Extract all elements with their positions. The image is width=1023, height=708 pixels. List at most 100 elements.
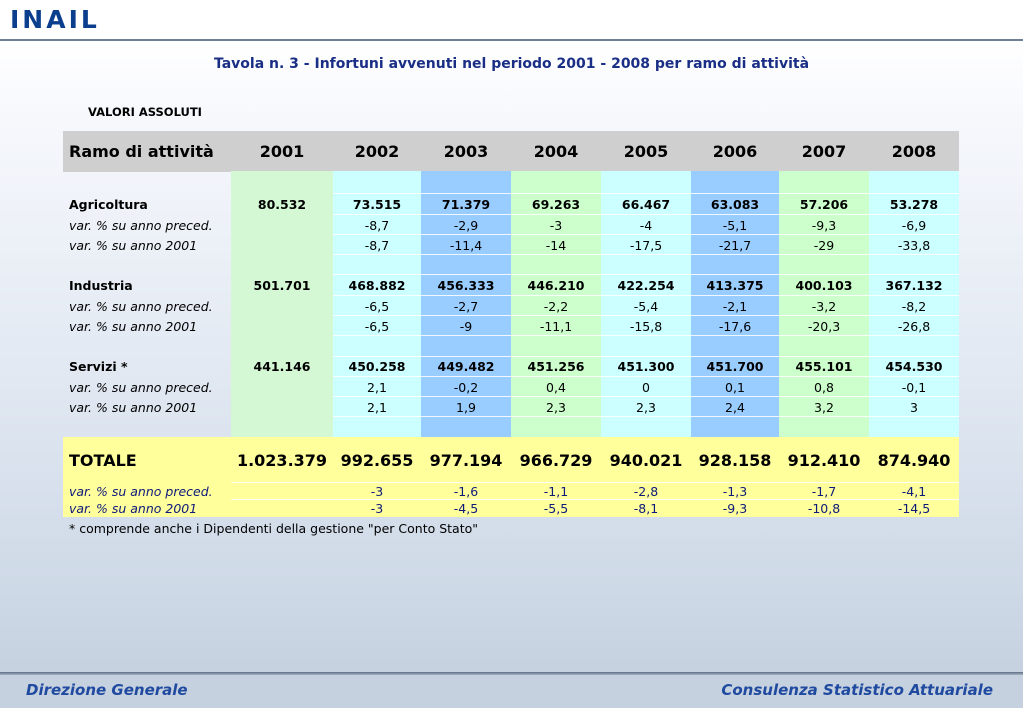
table-cell: 367.132 bbox=[885, 278, 943, 293]
total-cell: 1.023.379 bbox=[236, 451, 328, 470]
total-var-cell: -4,5 bbox=[453, 501, 479, 516]
table-cell: 451.700 bbox=[706, 359, 764, 374]
total-var-cell: -10,8 bbox=[807, 501, 841, 516]
total-row-label: var. % su anno 2001 bbox=[69, 501, 198, 516]
table-cell: -21,7 bbox=[718, 238, 752, 253]
total-cell: 874.940 bbox=[877, 451, 951, 470]
table-cell: 451.256 bbox=[527, 359, 585, 374]
table-cell: 501.701 bbox=[253, 278, 311, 293]
table-cell: 2,1 bbox=[367, 400, 387, 415]
row-separator bbox=[333, 214, 959, 215]
total-cell: 912.410 bbox=[787, 451, 861, 470]
total-separator bbox=[231, 482, 959, 483]
table-cell: -2,7 bbox=[453, 298, 479, 314]
total-row-label: var. % su anno preced. bbox=[69, 484, 213, 499]
logo-text: INAIL bbox=[10, 5, 100, 34]
table-cell: 57.206 bbox=[799, 197, 849, 212]
table-cell: 80.532 bbox=[257, 197, 307, 212]
row-label-var-prec-row: var. % su anno preced. bbox=[69, 379, 213, 395]
table-cell: -11,4 bbox=[449, 238, 483, 253]
table-subtitle: VALORI ASSOLUTI bbox=[88, 105, 202, 119]
column-bg-2001 bbox=[231, 171, 333, 437]
table-cell: 2,4 bbox=[725, 400, 745, 415]
table-cell: -2,9 bbox=[453, 217, 479, 233]
table-cell: -6,5 bbox=[364, 298, 390, 314]
row-separator bbox=[333, 254, 959, 255]
row-label-value-row: Agricoltura bbox=[69, 197, 148, 212]
column-bg-2008 bbox=[869, 171, 959, 437]
table-cell: 0 bbox=[642, 379, 650, 395]
table-cell: 2,3 bbox=[636, 400, 656, 415]
bottom-divider bbox=[0, 672, 1023, 675]
header-year-2007: 2007 bbox=[801, 142, 847, 161]
header-year-2001: 2001 bbox=[259, 142, 305, 161]
row-separator bbox=[333, 193, 959, 194]
table-cell: 456.333 bbox=[437, 278, 495, 293]
row-separator bbox=[333, 396, 959, 397]
row-separator bbox=[333, 274, 959, 275]
total-var-cell: -1,6 bbox=[453, 484, 479, 499]
inail-logo: INAIL bbox=[10, 6, 100, 34]
total-label: TOTALE bbox=[69, 451, 137, 470]
table-cell: 422.254 bbox=[617, 278, 675, 293]
total-cell: 966.729 bbox=[519, 451, 593, 470]
header-year-2003: 2003 bbox=[443, 142, 489, 161]
header-year-2002: 2002 bbox=[354, 142, 400, 161]
total-cell: 977.194 bbox=[429, 451, 503, 470]
table-cell: -5,4 bbox=[633, 298, 659, 314]
table-cell: 73.515 bbox=[352, 197, 402, 212]
table-cell: -8,7 bbox=[364, 217, 390, 233]
header-label: Ramo di attività bbox=[69, 142, 214, 161]
row-separator bbox=[333, 335, 959, 336]
table-cell: 450.258 bbox=[348, 359, 406, 374]
table-cell: -4 bbox=[639, 217, 653, 233]
header-year-2006: 2006 bbox=[712, 142, 758, 161]
table-cell: -6,9 bbox=[901, 217, 927, 233]
top-divider bbox=[0, 39, 1023, 41]
table-cell: -14 bbox=[545, 238, 567, 253]
row-separator bbox=[333, 416, 959, 417]
table-cell: -0,1 bbox=[901, 379, 927, 395]
total-var-cell: -14,5 bbox=[897, 501, 931, 516]
total-var-cell: -1,1 bbox=[543, 484, 569, 499]
row-separator bbox=[333, 356, 959, 357]
total-var-cell: -8,1 bbox=[633, 501, 659, 516]
table-cell: 454.530 bbox=[885, 359, 943, 374]
column-bg-2004 bbox=[511, 171, 601, 437]
table-cell: 2,1 bbox=[367, 379, 387, 395]
total-var-cell: -2,8 bbox=[633, 484, 659, 499]
table-cell: -17,6 bbox=[718, 319, 752, 334]
total-cell: 992.655 bbox=[340, 451, 414, 470]
table-cell: 3 bbox=[910, 400, 918, 415]
row-label-value-row: Servizi * bbox=[69, 359, 128, 374]
total-cell: 928.158 bbox=[698, 451, 772, 470]
table-cell: 0,1 bbox=[725, 379, 745, 395]
column-bg-2003 bbox=[421, 171, 511, 437]
row-label-var-prec-row: var. % su anno preced. bbox=[69, 298, 213, 314]
row-separator bbox=[333, 315, 959, 316]
table-cell: 1,9 bbox=[456, 400, 476, 415]
table-cell: -20,3 bbox=[807, 319, 841, 334]
total-var-cell: -1,3 bbox=[722, 484, 748, 499]
table-cell: -29 bbox=[813, 238, 835, 253]
table-cell: -8,7 bbox=[364, 238, 390, 253]
table-cell: -17,5 bbox=[629, 238, 663, 253]
table-cell: -3,2 bbox=[811, 298, 837, 314]
table-cell: -8,2 bbox=[901, 298, 927, 314]
footer-right-label: Consulenza Statistico Attuariale bbox=[721, 681, 993, 699]
table-cell: 53.278 bbox=[889, 197, 939, 212]
header-year-2005: 2005 bbox=[623, 142, 669, 161]
table-cell: 2,3 bbox=[546, 400, 566, 415]
row-label-var-prec-row: var. % su anno preced. bbox=[69, 217, 213, 233]
table-cell: -0,2 bbox=[453, 379, 479, 395]
table-cell: -11,1 bbox=[539, 319, 573, 334]
column-bg-2002 bbox=[333, 171, 421, 437]
row-label-value-row: Industria bbox=[69, 278, 133, 293]
table-cell: -9,3 bbox=[811, 217, 837, 233]
table-cell: 451.300 bbox=[617, 359, 675, 374]
table-cell: -33,8 bbox=[897, 238, 931, 253]
table-cell: 71.379 bbox=[441, 197, 491, 212]
table-cell: 3,2 bbox=[814, 400, 834, 415]
column-bg-2005 bbox=[601, 171, 691, 437]
table-cell: 446.210 bbox=[527, 278, 585, 293]
